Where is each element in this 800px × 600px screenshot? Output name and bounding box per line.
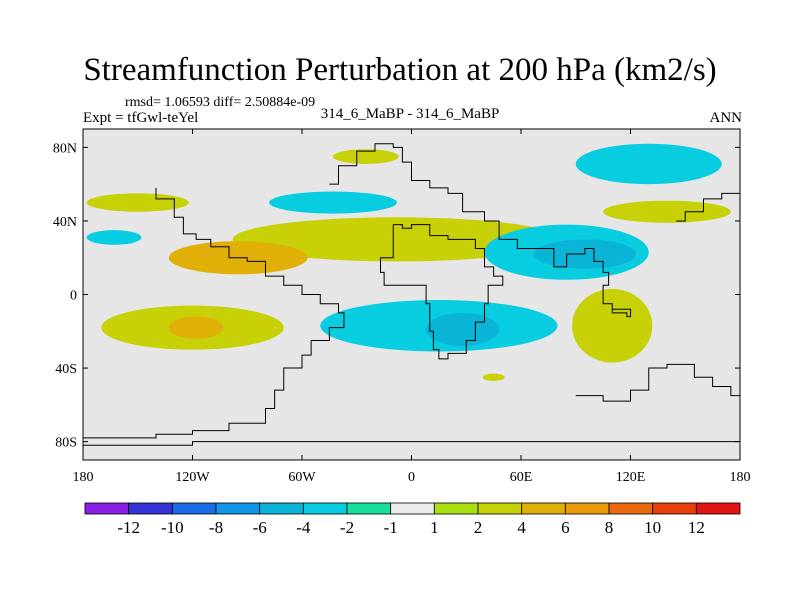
colorbar-swatch (259, 502, 304, 515)
colorbar-swatch (477, 502, 523, 515)
colorbar-label: -6 (253, 518, 267, 537)
anomaly-region (603, 200, 731, 223)
colorbar-label: 10 (644, 518, 661, 537)
colorbar-swatch (346, 502, 392, 515)
season-label: ANN (709, 110, 743, 126)
lon-tick-label: 0 (408, 470, 415, 485)
anomaly-region (86, 193, 189, 212)
colorbar-label: 4 (517, 518, 526, 537)
comparison-label: 314_6_MaBP - 314_6_MaBP (320, 106, 500, 122)
colorbar-swatch (215, 502, 261, 515)
lon-tick-label: 180 (73, 470, 94, 485)
coastline (379, 224, 504, 360)
colorbar-swatch (302, 502, 348, 515)
colorbar: -12 -10 -8 -6 -4 -2 -1 1 2 4 6 8 10 12 (84, 502, 741, 537)
colorbar-swatch (564, 502, 610, 515)
experiment-label: Expt = tfGwl-teYel (83, 110, 199, 126)
stats-text: rmsd= 1.06593 diff= 2.50884e-09 (125, 95, 316, 110)
coastline (83, 187, 345, 439)
anomaly-region (482, 373, 505, 381)
anomaly-region (232, 217, 562, 262)
colorbar-swatch (521, 502, 566, 515)
anomaly-region (426, 312, 500, 346)
lat-tick-label: 40N (53, 215, 77, 230)
colorbar-swatch (695, 502, 741, 515)
colorbar-label: -12 (117, 518, 140, 537)
coastline (676, 184, 740, 222)
lon-tick-label: 180 (730, 470, 751, 485)
coastline (329, 143, 631, 318)
coastline (83, 441, 740, 446)
lon-tick-label: 120W (175, 470, 210, 485)
lat-tick-label: 80N (53, 141, 77, 156)
colorbar-label: -2 (340, 518, 354, 537)
colorbar-swatch (128, 502, 173, 515)
anomaly-layer (86, 143, 731, 381)
map-axes: 80N 40N 0 40S 80S 180 120W 60W 0 60E 120E 180 (53, 129, 751, 485)
colorbar-label: -8 (209, 518, 223, 537)
lon-tick-label: 60E (510, 470, 533, 485)
lat-tick-label: 0 (70, 289, 77, 304)
colorbar-swatch (608, 502, 654, 515)
colorbar-label: 6 (561, 518, 570, 537)
anomaly-region (575, 143, 722, 185)
colorbar-label: -1 (384, 518, 398, 537)
colorbar-swatch (84, 502, 130, 515)
anomaly-region (269, 191, 397, 214)
anomaly-region (572, 288, 653, 363)
anomaly-region (333, 149, 399, 164)
colorbar-label: -10 (161, 518, 184, 537)
colorbar-label: 12 (688, 518, 705, 537)
colorbar-label: 8 (605, 518, 614, 537)
lon-tick-label: 120E (616, 470, 646, 485)
colorbar-label: -4 (296, 518, 311, 537)
colorbar-swatch (433, 502, 479, 515)
lon-tick-label: 60W (288, 470, 316, 485)
plot-title: Streamfunction Perturbation at 200 hPa (… (83, 52, 717, 88)
lat-tick-label: 40S (55, 362, 77, 377)
colorbar-label: 1 (430, 518, 439, 537)
anomaly-region (86, 230, 142, 245)
anomaly-region (168, 316, 224, 339)
colorbar-label: 2 (474, 518, 483, 537)
lat-tick-label: 80S (55, 436, 77, 451)
coastline (575, 363, 740, 438)
colorbar-swatch (171, 502, 217, 515)
colorbar-swatch (390, 502, 435, 515)
coastline-layer (83, 143, 740, 446)
colorbar-swatch (652, 502, 697, 515)
